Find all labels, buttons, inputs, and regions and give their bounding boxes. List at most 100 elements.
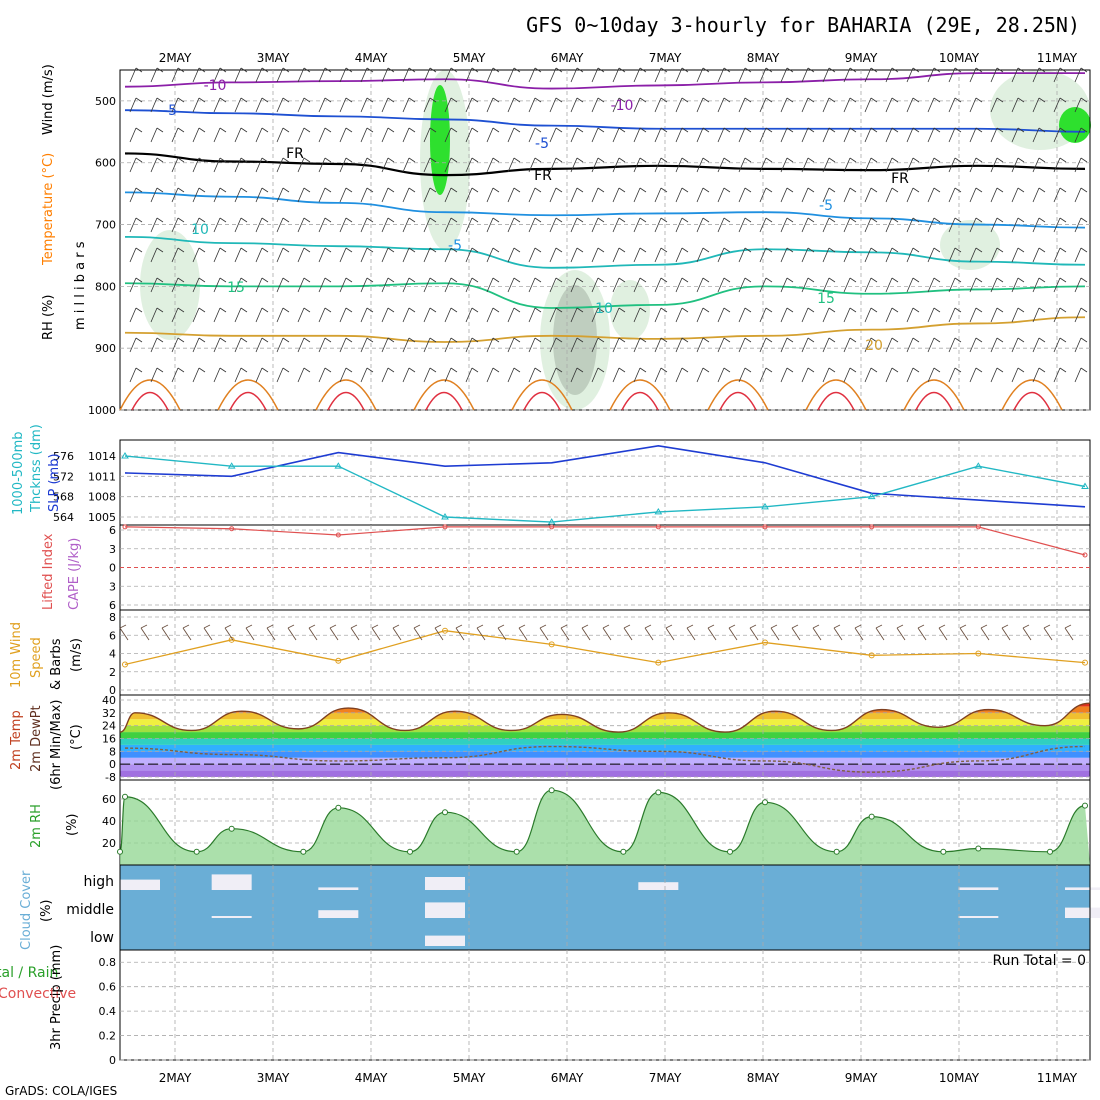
- wind-speed-point: [655, 659, 662, 666]
- temp-band: [120, 757, 1090, 765]
- wind-barb: [528, 337, 542, 353]
- slp-frame: [119, 439, 1091, 526]
- rh-shade-high: [1059, 107, 1091, 143]
- wind-barb: [444, 367, 458, 383]
- wind-barb: [843, 337, 857, 353]
- wind-barb: [486, 337, 500, 353]
- wind-barb: [990, 277, 1004, 293]
- wind-barb: [360, 67, 374, 83]
- wind-barb: [780, 97, 794, 113]
- wind-barb: [885, 157, 899, 173]
- wind-barb: [255, 217, 269, 233]
- thickness-point: [654, 507, 663, 515]
- rh-point: [1047, 848, 1053, 855]
- wind-barb: [1011, 247, 1025, 263]
- precip-axis-labels: tal / Rain Convective 3hr Precip (mm) Ru…: [0, 945, 1086, 1050]
- surface-wind-barb: [1064, 624, 1074, 641]
- wind-barb: [591, 307, 605, 323]
- wind-barb: [1053, 67, 1067, 83]
- wind-barb: [969, 367, 983, 383]
- wind-barb: [423, 157, 437, 173]
- wind-speed-point: [975, 650, 982, 657]
- hot-contour: [817, 391, 855, 411]
- wind-barb: [276, 187, 290, 203]
- surface-wind-barb: [875, 624, 885, 641]
- wind-barb: [234, 187, 248, 203]
- wind-barb: [801, 277, 815, 293]
- warm-contour: [903, 379, 965, 411]
- wind-barb: [948, 307, 962, 323]
- hot-contour: [425, 391, 463, 411]
- surface-wind-barb: [728, 624, 738, 641]
- wind-barb: [864, 247, 878, 263]
- warm-contour: [217, 379, 279, 411]
- wind-barb: [213, 307, 227, 323]
- wind-barb: [528, 217, 542, 233]
- wind-barb: [591, 97, 605, 113]
- wind-ytick: 6: [109, 629, 116, 642]
- wind-barb: [465, 127, 479, 143]
- wind-barb: [339, 217, 353, 233]
- wind-barb: [276, 97, 290, 113]
- wind-barb: [192, 187, 206, 203]
- wind-ytick: 2: [109, 666, 116, 679]
- wind-barb: [927, 217, 941, 233]
- wind-barb: [444, 127, 458, 143]
- wind-barb: [381, 307, 395, 323]
- upper-ytick: 900: [95, 342, 116, 355]
- wind-barb: [612, 307, 626, 323]
- wind-barb: [528, 277, 542, 293]
- wind-barb: [948, 277, 962, 293]
- cloud-block-high: [318, 887, 359, 890]
- wind-barb: [885, 307, 899, 323]
- precip-ytick: 0.6: [99, 981, 117, 994]
- wind-barb: [192, 307, 206, 323]
- wind-barb: [276, 247, 290, 263]
- wind-barb: [549, 97, 563, 113]
- isotherm--10: [124, 72, 1085, 90]
- wind-barb: [255, 367, 269, 383]
- wind-speed-point: [762, 639, 768, 646]
- wind-barb: [780, 307, 794, 323]
- wind-barb: [843, 187, 857, 203]
- wind-barb: [297, 187, 311, 203]
- surface-wind-barb: [245, 624, 255, 641]
- wind-barb: [1032, 97, 1046, 113]
- wind-barb: [675, 67, 689, 83]
- cloud-cover-panel: high middle low: [66, 864, 1100, 951]
- wind-barb: [297, 367, 311, 383]
- day-label-bottom: 2MAY: [159, 1071, 192, 1085]
- slp-ytick: 1005: [88, 511, 116, 524]
- day-label-bottom: 6MAY: [551, 1071, 584, 1085]
- wind-barb: [486, 247, 500, 263]
- wind-barb: [150, 157, 164, 173]
- wind-barb: [822, 277, 836, 293]
- surface-wind-barb: [581, 624, 591, 641]
- wind-barb: [549, 307, 563, 323]
- rh-shade-dry: [553, 285, 597, 395]
- contour-label: 15: [227, 280, 245, 296]
- wind-barb: [570, 367, 584, 383]
- thickness-point: [121, 452, 129, 459]
- day-label-bottom: 3MAY: [257, 1071, 290, 1085]
- precip-ytick: 0.2: [99, 1030, 117, 1043]
- surface-wind-barb: [329, 624, 339, 641]
- wind-barb: [465, 67, 479, 83]
- wind-barb: [381, 337, 395, 353]
- slp-ytick: 1014: [88, 450, 116, 463]
- wind-barb: [528, 97, 542, 113]
- wind-barb: [612, 157, 626, 173]
- temp-band: [120, 770, 1090, 777]
- wind-barb: [381, 157, 395, 173]
- wind-barb: [969, 307, 983, 323]
- wind-barb: [906, 337, 920, 353]
- cloud-block-low: [425, 935, 465, 946]
- wind-barb: [780, 67, 794, 83]
- rh2m-label: 2m RH: [29, 804, 44, 848]
- cloud-level-label: low: [90, 930, 114, 946]
- li-point: [229, 526, 235, 532]
- wind-barb: [1011, 307, 1025, 323]
- isotherm-5: [124, 191, 1086, 229]
- wind-barb: [759, 97, 773, 113]
- surface-wind-barb: [371, 624, 381, 641]
